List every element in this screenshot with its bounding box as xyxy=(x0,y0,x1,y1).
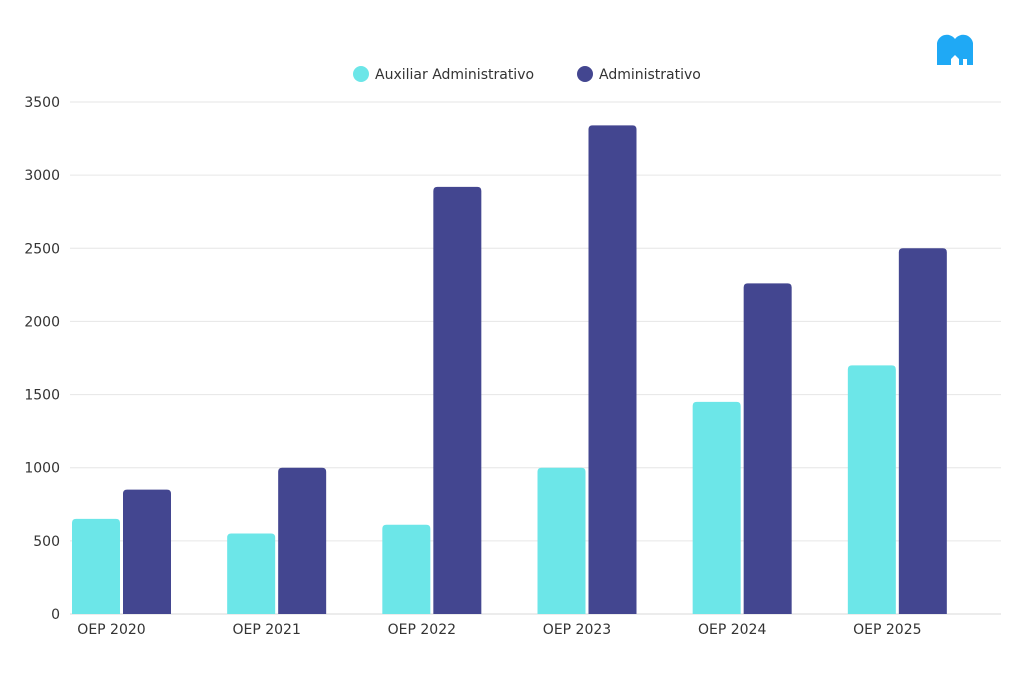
bar-administrativo-oep-2020 xyxy=(123,489,171,614)
x-tick-label: OEP 2021 xyxy=(232,622,300,638)
y-tick-label: 3000 xyxy=(24,168,60,184)
legend-marker-icon xyxy=(353,66,369,82)
y-tick-label: 1500 xyxy=(24,388,60,404)
legend-marker-icon xyxy=(577,66,593,82)
y-tick-label: 1000 xyxy=(24,461,60,477)
x-tick-label: OEP 2023 xyxy=(543,622,611,638)
bar-administrativo-oep-2022 xyxy=(433,186,482,615)
x-tick-label: OEP 2020 xyxy=(77,622,145,638)
y-tick-label: 0 xyxy=(51,607,60,623)
y-tick-label: 500 xyxy=(33,534,60,550)
x-tick-label: OEP 2024 xyxy=(698,622,766,638)
bar-auxiliar-administrativo-oep-2025 xyxy=(847,365,896,614)
bar-administrativo-oep-2021 xyxy=(278,467,327,614)
gridlines xyxy=(70,101,1001,615)
bar-auxiliar-administrativo-oep-2024 xyxy=(692,401,741,614)
bar-auxiliar-administrativo-oep-2020 xyxy=(72,518,120,614)
x-tick-label: OEP 2022 xyxy=(388,622,456,638)
y-axis-ticks: 0 500 1000 1500 2000 2500 3000 3500 xyxy=(24,95,60,623)
bar-administrativo-oep-2023 xyxy=(588,125,637,615)
y-tick-label: 2000 xyxy=(24,314,60,330)
x-axis-ticks: OEP 2020 OEP 2021 OEP 2022 OEP 2023 OEP 2024… xyxy=(77,622,921,638)
brand-logo-icon xyxy=(937,34,973,65)
legend-item: Administrativo xyxy=(577,66,701,83)
legend: Auxiliar Administrativo Administrativo xyxy=(353,66,701,83)
legend-item: Auxiliar Administrativo xyxy=(353,66,534,83)
bar-administrativo-oep-2025 xyxy=(898,248,947,615)
legend-label: Auxiliar Administrativo xyxy=(375,67,534,83)
bar-administrativo-oep-2024 xyxy=(743,283,792,614)
y-tick-label: 2500 xyxy=(24,241,60,257)
bar-auxiliar-administrativo-oep-2021 xyxy=(227,533,276,614)
legend-label: Administrativo xyxy=(599,67,701,83)
bar-auxiliar-administrativo-oep-2023 xyxy=(537,467,586,614)
bars xyxy=(72,125,947,615)
x-tick-label: OEP 2025 xyxy=(853,622,921,638)
bar-auxiliar-administrativo-oep-2022 xyxy=(382,524,431,614)
y-tick-label: 3500 xyxy=(24,95,60,111)
